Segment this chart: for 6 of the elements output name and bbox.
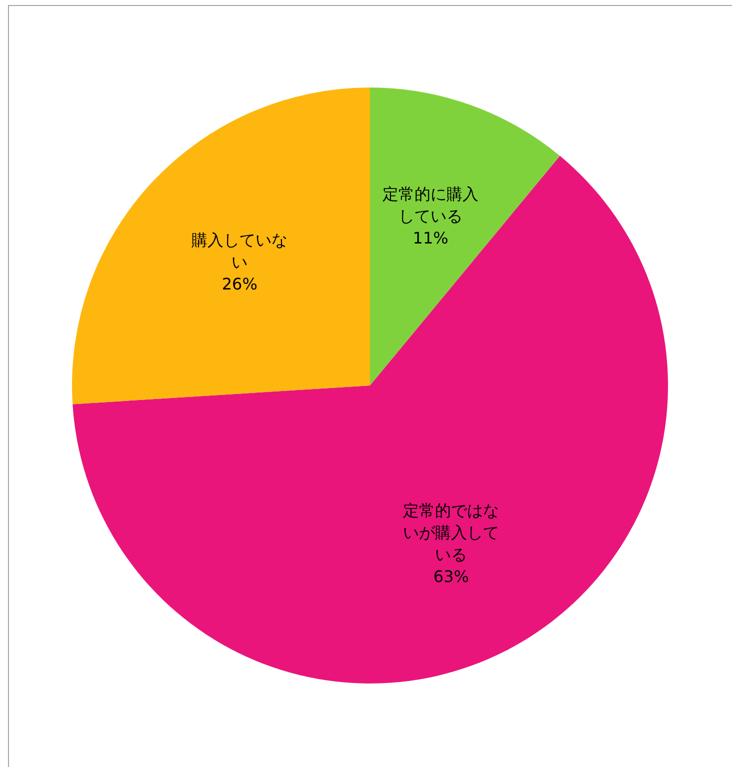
slice-label: 購入していない (192, 230, 288, 272)
data-label: 26% (222, 274, 258, 294)
data-label: 11% (412, 228, 448, 248)
slice-label: 定常的に購入している (382, 184, 479, 226)
data-label: 63% (433, 566, 469, 586)
slice-label: 定常的ではないが購入している (403, 500, 500, 564)
